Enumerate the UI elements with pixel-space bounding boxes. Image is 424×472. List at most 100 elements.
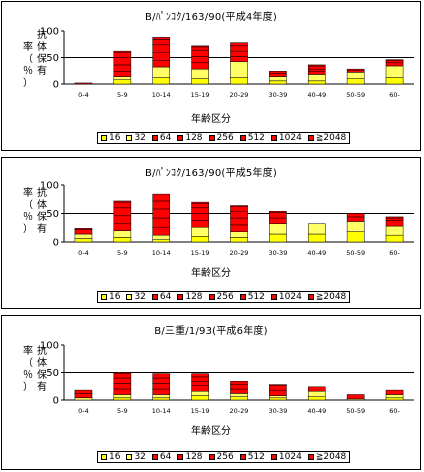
bar-segment <box>230 393 248 397</box>
legend-item: ≧2048 <box>307 292 346 302</box>
legend-label: 32 <box>134 452 146 462</box>
ylabel-char: 率 <box>23 188 33 199</box>
bar-segment <box>230 237 248 243</box>
legend-label: 64 <box>159 292 172 302</box>
x-tick-label: 5-9 <box>117 91 128 99</box>
bar-segment <box>191 46 209 51</box>
chart-panel-3: B/三重/1/93(平成6年度) 率 （ ％ ） 抗 体 保 有 0 50 100 0… <box>1 315 421 470</box>
ylabel-char: （ <box>23 200 33 211</box>
bar-segment <box>113 201 132 209</box>
bar-segment <box>230 396 248 401</box>
chart-plot: 0 50 100 0-4 5-9 10-14 15-19 20-29 30-39 40-49 50-… <box>40 341 414 415</box>
bar-segment <box>307 396 326 401</box>
ylabel-char: 有 <box>37 224 47 235</box>
bar-segment <box>230 388 248 394</box>
bar-segment <box>307 65 326 70</box>
legend-item: 32 <box>126 292 146 302</box>
bar-segment <box>113 383 132 390</box>
legend-swatch <box>307 294 314 300</box>
bar-segment <box>113 57 132 66</box>
bar-segment <box>191 373 209 378</box>
bar-segment <box>191 56 209 64</box>
ylabel-char: 保 <box>37 370 47 381</box>
bar-segment <box>191 213 209 221</box>
x-tick-label: 40-49 <box>307 407 326 415</box>
bar-segment <box>385 60 404 64</box>
bar-segment <box>113 207 132 217</box>
chart-panel-2: B/ﾊﾟﾝｺｸ/163/90(平成5年度) 率 （ ％ ） 抗 体 保 有 0 5… <box>1 157 421 309</box>
bar-segment <box>152 377 171 384</box>
legend-item: 16 <box>101 452 120 462</box>
legend-label: 512 <box>247 452 265 462</box>
bar-segment <box>230 42 248 47</box>
legend-swatch <box>208 135 215 141</box>
bar-segment <box>191 385 209 392</box>
legend-item: 512 <box>239 292 265 302</box>
legend-swatch <box>307 135 314 141</box>
ylabel-char: 抗 <box>37 346 47 357</box>
bar-segment <box>385 77 404 85</box>
bar-segment <box>385 216 404 219</box>
legend-label: 1024 <box>278 133 302 143</box>
bar-segment <box>113 50 132 53</box>
bar-segment <box>113 230 132 238</box>
x-tick-label: 20-29 <box>230 407 249 415</box>
bar-segment <box>269 223 287 235</box>
legend-swatch <box>307 454 314 460</box>
bar-segment <box>230 206 248 212</box>
x-tick-label: 0-4 <box>78 407 89 415</box>
x-tick-label: 10-14 <box>152 91 171 99</box>
bar-segment <box>191 49 209 57</box>
ylabel-char: 率 <box>23 42 33 53</box>
legend-swatch <box>101 294 107 300</box>
legend-label: 512 <box>247 133 265 143</box>
bar-segment <box>307 233 326 243</box>
bar-segment <box>113 71 132 77</box>
bar-segment <box>346 231 365 243</box>
legend-item: 256 <box>208 133 234 143</box>
legend-item: 1024 <box>270 452 302 462</box>
y-tick-label: 50 <box>46 209 59 220</box>
bar-segment <box>152 373 171 379</box>
bar-segment <box>346 216 365 222</box>
legend-label: 1024 <box>278 292 302 302</box>
legend-label: 256 <box>216 133 234 143</box>
bar-segment <box>191 381 209 386</box>
bar-segment <box>307 390 326 397</box>
x-tick-label: 60- <box>389 249 400 257</box>
bar-segment <box>191 376 209 382</box>
bar-segment <box>269 217 287 225</box>
bar-segment <box>269 80 287 85</box>
legend-swatch <box>270 294 277 300</box>
legend-item: 512 <box>239 452 265 462</box>
bar-segment <box>113 51 132 58</box>
legend-item: 16 <box>101 133 120 143</box>
ylabel-char: 体 <box>37 42 47 53</box>
x-tick-label: 5-9 <box>117 407 128 415</box>
legend-item: 64 <box>151 452 171 462</box>
bar-segment <box>152 383 171 390</box>
y-axis-label: 率 （ ％ ） <box>10 346 46 394</box>
legend-item: 32 <box>126 133 146 143</box>
bar-segment <box>191 62 209 70</box>
bar-segment <box>191 220 209 228</box>
bar-segment <box>152 39 171 46</box>
ylabel-char: ） <box>23 382 33 393</box>
bar-segment <box>385 62 404 67</box>
bar-segment <box>152 51 171 61</box>
legend-item: 128 <box>177 133 203 143</box>
bar-segment <box>346 221 365 232</box>
legend-label: 16 <box>109 133 121 143</box>
bar-segment <box>346 68 365 71</box>
bar-segment <box>269 385 287 391</box>
ylabel-char: （ <box>23 358 33 369</box>
y-tick-label: 0 <box>53 396 59 407</box>
legend-swatch <box>177 294 184 300</box>
x-tick-label: 30-39 <box>268 91 287 99</box>
chart-plot: 0 50 100 0-4 5-9 10-14 15-19 20-29 30-39 40-49 50-… <box>40 181 414 257</box>
x-tick-label: 10-14 <box>152 407 171 415</box>
y-tick-label: 0 <box>53 80 59 91</box>
legend-swatch <box>270 135 277 141</box>
bar-segment <box>385 220 404 227</box>
bar-segment <box>191 78 209 85</box>
